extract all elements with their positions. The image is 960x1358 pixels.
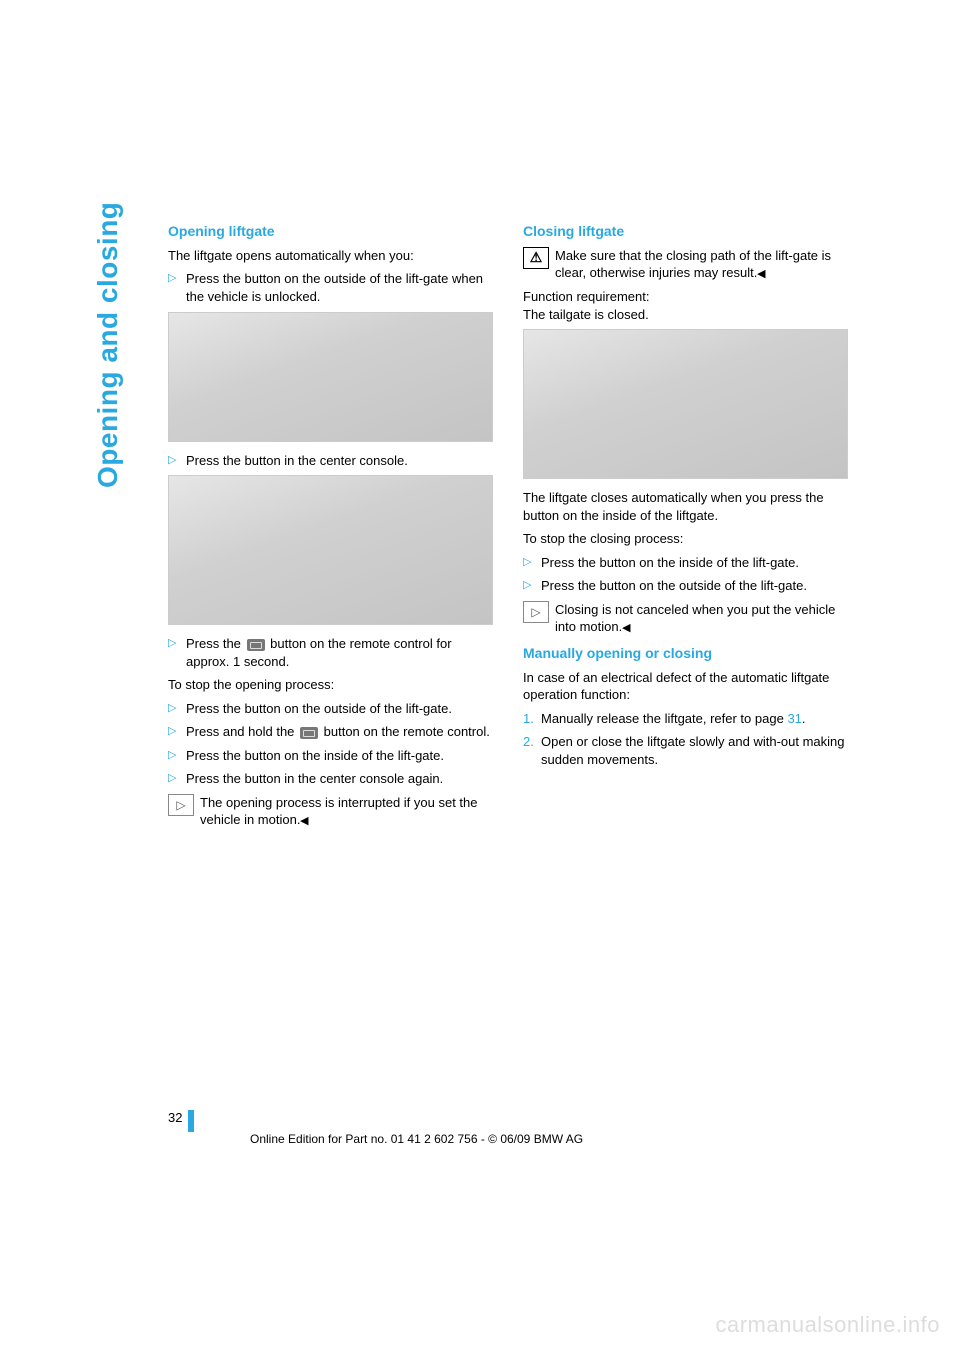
end-marker-icon: ▶ <box>757 267 765 282</box>
paragraph: In case of an electrical defect of the a… <box>523 669 848 704</box>
footer-text: Online Edition for Part no. 01 41 2 602 … <box>250 1132 583 1146</box>
page-number-bar <box>188 1110 194 1132</box>
text-fragment: Press and hold the <box>186 724 298 739</box>
list-text: Press the button in the center console. <box>186 452 493 470</box>
warning-text: Make sure that the closing path of the l… <box>555 247 848 282</box>
list-text: Press the button on the inside of the li… <box>186 747 493 765</box>
list-text: Press the button in the center console a… <box>186 770 493 788</box>
list-text: Press the button on the remote control f… <box>186 635 493 670</box>
bullet-icon: ▷ <box>523 554 541 571</box>
list-item: ▷ Press the button in the center console… <box>168 770 493 788</box>
note-text: The opening process is interrupted if yo… <box>200 794 493 829</box>
list-item: ▷ Press the button in the center console… <box>168 452 493 470</box>
bullet-icon: ▷ <box>168 723 186 740</box>
paragraph: To stop the closing process: <box>523 530 848 548</box>
figure-center-console <box>168 475 493 625</box>
right-column: Closing liftgate ⚠ Make sure that the cl… <box>523 222 848 835</box>
list-item: ▷ Press the button on the outside of the… <box>168 700 493 718</box>
figure-tailgate-closed <box>523 329 848 479</box>
note-block: ▷ The opening process is interrupted if … <box>168 794 493 829</box>
warning-icon: ⚠ <box>523 247 549 269</box>
bullet-icon: ▷ <box>168 452 186 469</box>
paragraph: Function requirement: <box>523 288 848 306</box>
heading-opening-liftgate: Opening liftgate <box>168 222 493 241</box>
bullet-icon: ▷ <box>168 770 186 787</box>
list-text: Press and hold the button on the remote … <box>186 723 493 741</box>
bullet-icon: ▷ <box>168 747 186 764</box>
left-column: Opening liftgate The liftgate opens auto… <box>168 222 493 835</box>
step-number: 2. <box>523 733 541 751</box>
heading-manual-open-close: Manually opening or closing <box>523 644 848 663</box>
text-fragment: button on the remote control. <box>320 724 490 739</box>
list-item: ▷ Press the button on the outside of the… <box>523 577 848 595</box>
remote-liftgate-icon <box>300 727 318 739</box>
list-item: ▷ Press the button on the outside of the… <box>168 270 493 305</box>
section-side-label: Opening and closing <box>92 202 124 488</box>
list-text: Open or close the liftgate slowly and wi… <box>541 733 848 768</box>
note-block: ▷ Closing is not canceled when you put t… <box>523 601 848 636</box>
paragraph: The tailgate is closed. <box>523 306 848 324</box>
end-marker-icon: ▶ <box>300 814 308 829</box>
text-fragment: . <box>802 711 806 726</box>
paragraph: To stop the opening process: <box>168 676 493 694</box>
page-number: 32 <box>168 1110 188 1125</box>
list-text: Press the button on the outside of the l… <box>186 700 493 718</box>
list-item: 1. Manually release the liftgate, refer … <box>523 710 848 728</box>
remote-liftgate-icon <box>247 639 265 651</box>
end-marker-icon: ▶ <box>622 621 630 636</box>
figure-liftgate-exterior <box>168 312 493 442</box>
list-text: Press the button on the inside of the li… <box>541 554 848 572</box>
list-text: Press the button on the outside of the l… <box>541 577 848 595</box>
list-item: ▷ Press and hold the button on the remot… <box>168 723 493 741</box>
heading-closing-liftgate: Closing liftgate <box>523 222 848 241</box>
note-icon: ▷ <box>168 794 194 816</box>
text-fragment: Press the <box>186 636 245 651</box>
manual-page: Opening and closing Opening liftgate The… <box>0 0 960 1358</box>
bullet-icon: ▷ <box>168 700 186 717</box>
list-item: ▷ Press the button on the inside of the … <box>168 747 493 765</box>
note-icon: ▷ <box>523 601 549 623</box>
text-fragment: Manually release the liftgate, refer to … <box>541 711 787 726</box>
paragraph: The liftgate opens automatically when yo… <box>168 247 493 265</box>
content-columns: Opening liftgate The liftgate opens auto… <box>168 222 848 835</box>
bullet-icon: ▷ <box>523 577 541 594</box>
list-item: 2. Open or close the liftgate slowly and… <box>523 733 848 768</box>
watermark-text: carmanualsonline.info <box>715 1312 940 1338</box>
text-fragment: The opening process is interrupted if yo… <box>200 795 478 828</box>
warning-block: ⚠ Make sure that the closing path of the… <box>523 247 848 282</box>
bullet-icon: ▷ <box>168 270 186 287</box>
paragraph: The liftgate closes automatically when y… <box>523 489 848 524</box>
list-item: ▷ Press the button on the inside of the … <box>523 554 848 572</box>
note-text: Closing is not canceled when you put the… <box>555 601 848 636</box>
page-number-block: 32 <box>168 1110 194 1132</box>
text-fragment: Closing is not canceled when you put the… <box>555 602 835 635</box>
text-fragment: Make sure that the closing path of the l… <box>555 248 831 281</box>
list-text: Press the button on the outside of the l… <box>186 270 493 305</box>
page-link[interactable]: 31 <box>787 711 801 726</box>
bullet-icon: ▷ <box>168 635 186 652</box>
list-text: Manually release the liftgate, refer to … <box>541 710 848 728</box>
list-item: ▷ Press the button on the remote control… <box>168 635 493 670</box>
step-number: 1. <box>523 710 541 728</box>
